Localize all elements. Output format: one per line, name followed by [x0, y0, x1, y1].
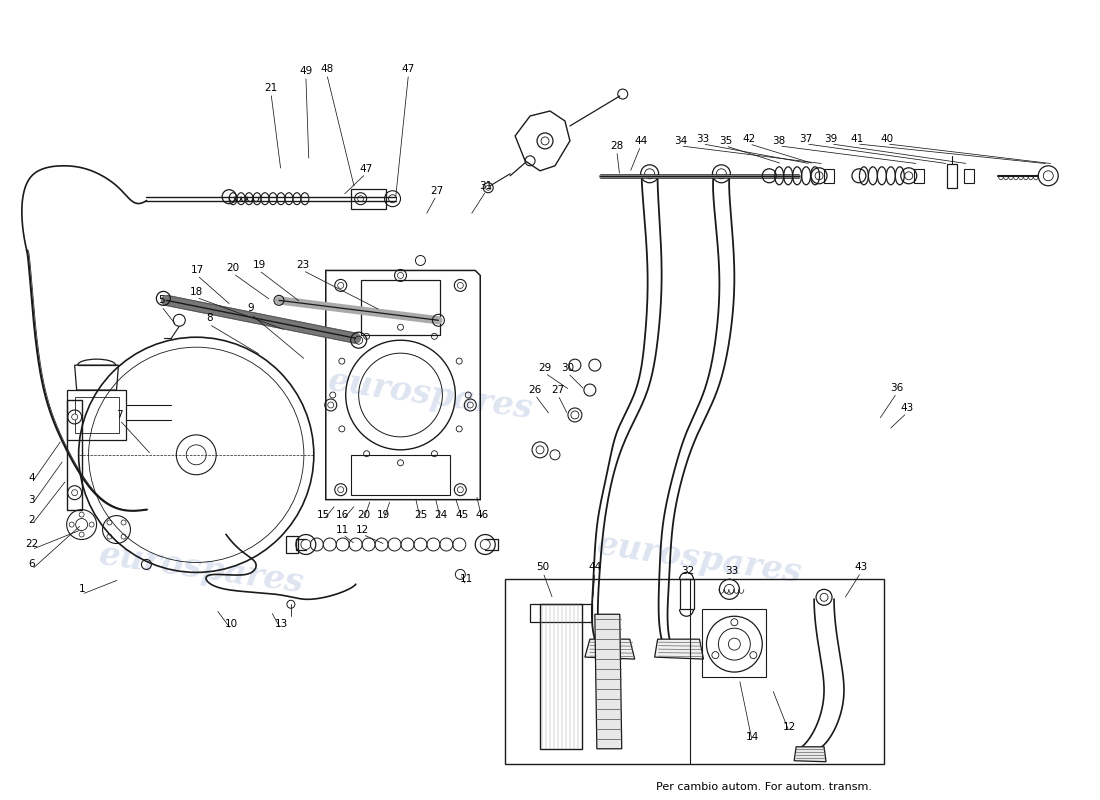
Text: 31: 31	[480, 181, 493, 190]
Bar	[964, 169, 974, 182]
Text: 20: 20	[358, 510, 371, 520]
Text: 8: 8	[206, 314, 212, 323]
Text: 39: 39	[824, 134, 837, 144]
Text: 33: 33	[725, 566, 738, 577]
Text: 40: 40	[880, 134, 893, 144]
Text: 36: 36	[890, 383, 903, 393]
Polygon shape	[595, 614, 621, 749]
Text: 1: 1	[78, 584, 85, 594]
Bar	[505, 579, 883, 764]
Bar	[530, 604, 592, 622]
Bar	[351, 189, 386, 209]
Text: 21: 21	[264, 83, 277, 93]
Text: 19: 19	[377, 510, 390, 520]
Text: 28: 28	[610, 141, 624, 151]
Text: 43: 43	[900, 403, 913, 413]
Text: 9: 9	[248, 303, 254, 314]
Text: 14: 14	[746, 732, 759, 742]
Text: 42: 42	[742, 134, 756, 144]
Text: 7: 7	[117, 410, 123, 420]
Text: 35: 35	[718, 136, 732, 146]
Text: 15: 15	[317, 510, 330, 520]
Bar	[75, 397, 119, 433]
Text: 6: 6	[29, 559, 35, 570]
Text: 27: 27	[430, 186, 443, 196]
Text: 45: 45	[455, 510, 469, 520]
Circle shape	[72, 414, 78, 420]
Text: 19: 19	[252, 261, 265, 270]
Text: 37: 37	[800, 134, 813, 144]
Text: 18: 18	[189, 287, 202, 298]
Text: 12: 12	[356, 525, 370, 534]
Bar	[540, 604, 582, 749]
Circle shape	[72, 490, 78, 496]
Text: 38: 38	[772, 136, 785, 146]
Polygon shape	[654, 639, 704, 659]
Text: 12: 12	[782, 722, 795, 732]
Text: 33: 33	[696, 134, 710, 144]
Text: 47: 47	[359, 164, 372, 174]
Bar	[67, 390, 126, 440]
Text: 3: 3	[29, 494, 35, 505]
Bar	[824, 169, 834, 182]
Text: Per cambio autom. For autom. transm.: Per cambio autom. For autom. transm.	[657, 782, 872, 792]
Text: 47: 47	[402, 64, 415, 74]
Bar	[703, 610, 767, 677]
Bar	[680, 579, 693, 610]
Text: 26: 26	[528, 385, 541, 395]
Text: 34: 34	[674, 136, 688, 146]
Polygon shape	[794, 746, 826, 762]
Text: 23: 23	[296, 261, 309, 270]
Text: 30: 30	[561, 363, 574, 373]
Text: 29: 29	[538, 363, 551, 373]
Text: 13: 13	[274, 619, 287, 630]
Text: 43: 43	[855, 562, 868, 573]
Text: 20: 20	[227, 263, 240, 274]
Text: 16: 16	[337, 510, 350, 520]
Text: 11: 11	[460, 574, 473, 584]
Text: 27: 27	[551, 385, 564, 395]
Bar	[914, 169, 924, 182]
Text: 25: 25	[414, 510, 427, 520]
Text: 48: 48	[320, 64, 333, 74]
Text: 5: 5	[158, 295, 165, 306]
Text: eurospares: eurospares	[97, 538, 306, 600]
Text: 17: 17	[190, 266, 204, 275]
Text: 41: 41	[850, 134, 864, 144]
Text: 22: 22	[25, 539, 39, 550]
Text: eurospares: eurospares	[595, 529, 804, 590]
Bar	[361, 281, 440, 335]
Text: 44: 44	[588, 562, 602, 573]
Text: 4: 4	[29, 473, 35, 482]
Bar	[351, 455, 450, 494]
Text: eurospares: eurospares	[326, 364, 535, 426]
Bar	[286, 535, 298, 554]
Text: 50: 50	[537, 562, 550, 573]
Text: 44: 44	[634, 136, 647, 146]
Text: 46: 46	[475, 510, 488, 520]
Text: 2: 2	[29, 514, 35, 525]
Text: 32: 32	[681, 566, 694, 577]
Text: 11: 11	[337, 525, 350, 534]
Polygon shape	[585, 639, 635, 659]
Text: 24: 24	[433, 510, 447, 520]
Text: 10: 10	[224, 619, 238, 630]
Text: 49: 49	[299, 66, 312, 76]
